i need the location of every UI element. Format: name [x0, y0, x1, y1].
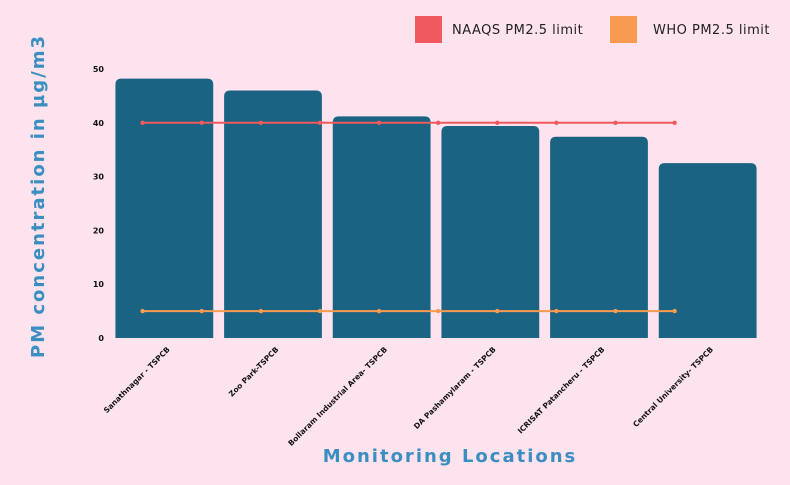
reference-line-marker [317, 120, 323, 126]
reference-line-marker [495, 120, 500, 126]
x-tick-label: ICRISAT Patancheru - TSPCB [516, 345, 607, 436]
reference-line-marker [435, 120, 441, 126]
reference-line-marker [613, 308, 618, 314]
y-tick-label: 0 [98, 334, 104, 343]
legend-swatch [415, 16, 442, 43]
x-tick-label: Central University- TSPCB [631, 345, 715, 429]
legend-swatch [610, 16, 637, 43]
x-tick-label: Bollaram Industrial Area- TSPCB [286, 345, 389, 448]
y-tick-label: 50 [93, 65, 105, 74]
x-axis-title: Monitoring Locations [323, 446, 578, 467]
bar [332, 116, 431, 339]
reference-line-marker [554, 120, 559, 126]
y-axis-title: PM concentration in µg/m3 [28, 34, 49, 358]
legend-label: NAAQS PM2.5 limit [452, 23, 583, 38]
reference-line-marker [554, 308, 559, 314]
x-tick-label: Zoo Park-TSPCB [227, 345, 281, 399]
bar [224, 90, 322, 339]
reference-line-marker [672, 308, 677, 314]
reference-line-marker [495, 308, 500, 314]
reference-line-marker [613, 120, 618, 126]
reference-line-marker [258, 308, 264, 314]
reference-line-marker [140, 120, 145, 126]
legend-label: WHO PM2.5 limit [653, 23, 770, 38]
reference-line-marker [199, 308, 204, 314]
y-tick-label: 10 [93, 280, 105, 289]
reference-line-marker [376, 120, 382, 126]
reference-line-marker [258, 120, 264, 126]
reference-line-marker [140, 308, 145, 314]
bars [115, 78, 757, 339]
y-tick-label: 20 [93, 226, 105, 235]
reference-line-marker [376, 308, 382, 314]
x-tick-label: Sanathnagar - TSPCB [102, 345, 172, 415]
y-axis-ticks: 0 10 20 30 40 50 [93, 65, 105, 343]
x-tick-label: DA Pashamylaram - TSPCB [412, 345, 498, 431]
bar [441, 126, 540, 338]
reference-line-marker [199, 120, 204, 126]
reference-line-marker [317, 308, 323, 314]
legend: NAAQS PM2.5 limit WHO PM2.5 limit [415, 16, 770, 43]
bar [550, 136, 648, 338]
y-tick-label: 40 [93, 119, 105, 128]
y-tick-label: 30 [93, 173, 105, 182]
reference-lines [140, 120, 677, 314]
reference-line-marker [672, 120, 677, 126]
reference-line-marker [435, 308, 441, 314]
bar [115, 78, 214, 339]
bar [658, 163, 757, 338]
x-axis-labels: Sanathnagar - TSPCB Zoo Park-TSPCB Bollara… [102, 345, 715, 448]
